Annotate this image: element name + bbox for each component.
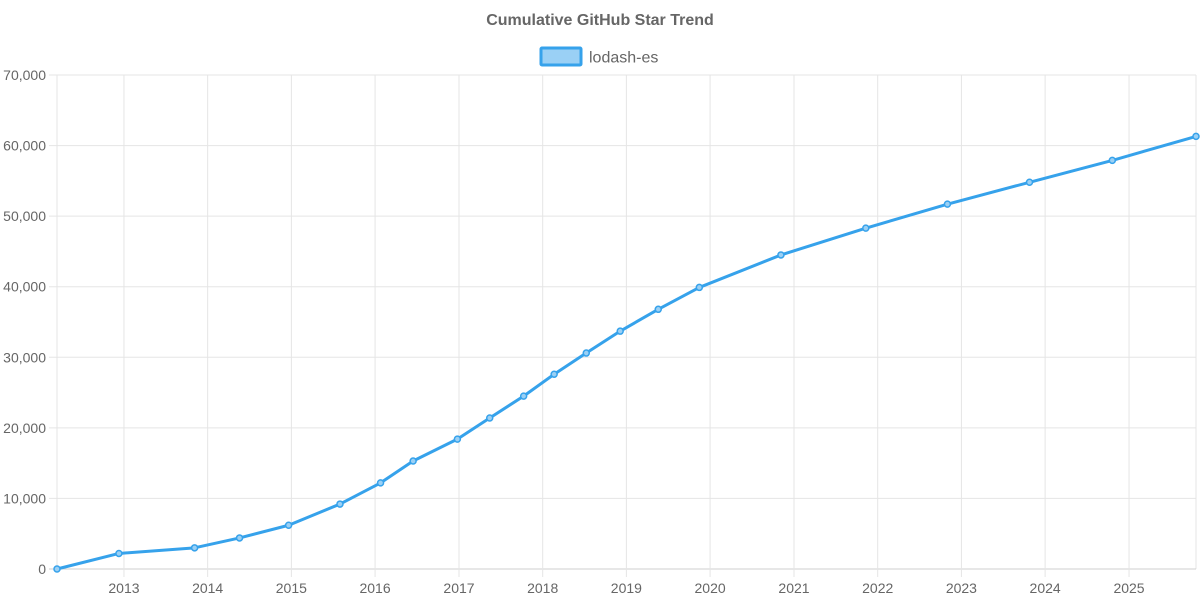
series-line xyxy=(55,134,1198,571)
data-point[interactable] xyxy=(485,414,494,422)
chart-title: Cumulative GitHub Star Trend xyxy=(486,12,714,29)
y-tick-label: 10,000 xyxy=(3,490,46,506)
data-point[interactable] xyxy=(943,200,952,208)
axes: 0 10,000 20,000 30,000 40,000 50,000 60,000 70,… xyxy=(3,67,1145,596)
data-point[interactable] xyxy=(190,544,199,552)
legend-swatch[interactable] xyxy=(539,46,583,67)
data-point[interactable] xyxy=(53,565,61,573)
x-tick-label: 2017 xyxy=(443,580,474,596)
data-point[interactable] xyxy=(582,349,591,357)
x-tick-label: 2016 xyxy=(359,580,390,596)
grid xyxy=(49,74,1197,577)
y-tick-label: 20,000 xyxy=(3,420,46,436)
data-point[interactable] xyxy=(1192,132,1200,141)
x-tick-label: 2024 xyxy=(1030,580,1061,596)
data-point[interactable] xyxy=(777,251,785,259)
data-point[interactable] xyxy=(115,549,123,558)
x-tick-label: 2015 xyxy=(276,580,307,596)
data-point[interactable] xyxy=(235,534,244,542)
data-point[interactable] xyxy=(695,283,704,292)
x-tick-label: 2018 xyxy=(527,580,558,596)
x-tick-label: 2021 xyxy=(778,580,809,596)
data-point[interactable] xyxy=(376,479,385,487)
data-point[interactable] xyxy=(284,521,293,529)
y-tick-label: 40,000 xyxy=(3,279,46,295)
data-point[interactable] xyxy=(409,457,417,465)
y-tick-label: 0 xyxy=(38,561,46,577)
data-point[interactable] xyxy=(616,327,624,335)
x-tick-label: 2023 xyxy=(946,580,977,596)
data-point[interactable] xyxy=(654,305,663,314)
y-tick-label: 30,000 xyxy=(3,349,46,365)
data-point[interactable] xyxy=(519,392,528,400)
x-tick-label: 2020 xyxy=(695,580,726,596)
legend[interactable]: lodash-es xyxy=(539,46,658,67)
data-point[interactable] xyxy=(1025,178,1034,187)
x-tick-label: 2014 xyxy=(192,580,223,596)
y-tick-label: 50,000 xyxy=(3,208,46,224)
x-tick-label: 2019 xyxy=(611,580,642,596)
data-point[interactable] xyxy=(336,500,344,508)
y-tick-label: 60,000 xyxy=(3,138,46,154)
x-tick-label: 2022 xyxy=(862,580,893,596)
x-tick-label: 2013 xyxy=(108,580,139,596)
data-point[interactable] xyxy=(453,435,462,443)
data-point[interactable] xyxy=(550,370,558,378)
data-point[interactable] xyxy=(862,224,870,232)
legend-label[interactable]: lodash-es xyxy=(589,50,658,67)
series-layer xyxy=(53,132,1200,573)
data-point[interactable] xyxy=(1108,156,1117,165)
x-tick-label: 2025 xyxy=(1113,580,1144,596)
y-tick-label: 70,000 xyxy=(3,67,46,83)
